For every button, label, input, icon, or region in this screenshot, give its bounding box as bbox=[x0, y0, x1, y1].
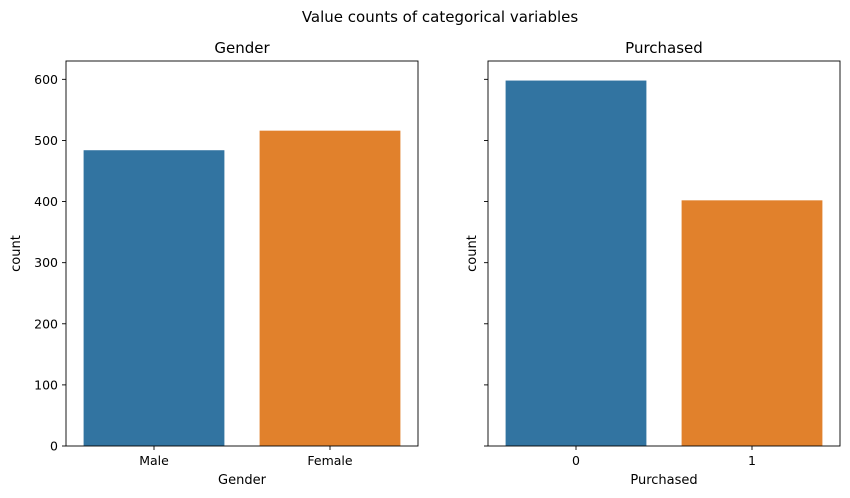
y-tick-label: 0 bbox=[50, 439, 58, 454]
figure-suptitle: Value counts of categorical variables bbox=[302, 8, 579, 26]
y-axis-label: count bbox=[9, 235, 24, 272]
x-tick-label: Female bbox=[307, 453, 353, 468]
y-ticks bbox=[484, 78, 488, 447]
y-tick-label: 300 bbox=[34, 255, 58, 270]
axes-frame bbox=[65, 60, 419, 447]
axes-title: Purchased bbox=[625, 39, 703, 57]
y-axis-label: count bbox=[465, 235, 480, 272]
bar-female bbox=[259, 130, 401, 446]
axes-1: 0 100 200 300 400 500 600 Male Female Gender Gende… bbox=[9, 39, 419, 488]
x-axis-label: Purchased bbox=[630, 473, 697, 488]
x-tick-label: 1 bbox=[748, 453, 756, 468]
y-tick-label: 600 bbox=[34, 72, 58, 87]
bar-male bbox=[83, 150, 225, 446]
x-tick-label: 0 bbox=[572, 453, 580, 468]
bar-0 bbox=[505, 80, 647, 447]
x-tick-label: Male bbox=[139, 453, 169, 468]
axes-frame bbox=[487, 60, 841, 447]
y-tick-label: 400 bbox=[34, 194, 58, 209]
y-tick-label: 500 bbox=[34, 133, 58, 148]
x-axis-label: Gender bbox=[218, 473, 267, 488]
y-ticks: 0 100 200 300 400 500 600 bbox=[34, 72, 66, 454]
bar-1 bbox=[681, 200, 823, 446]
x-ticks: Male Female bbox=[139, 446, 353, 468]
y-tick-label: 100 bbox=[34, 377, 58, 392]
y-tick-label: 200 bbox=[34, 316, 58, 331]
axes-title: Gender bbox=[214, 39, 270, 57]
